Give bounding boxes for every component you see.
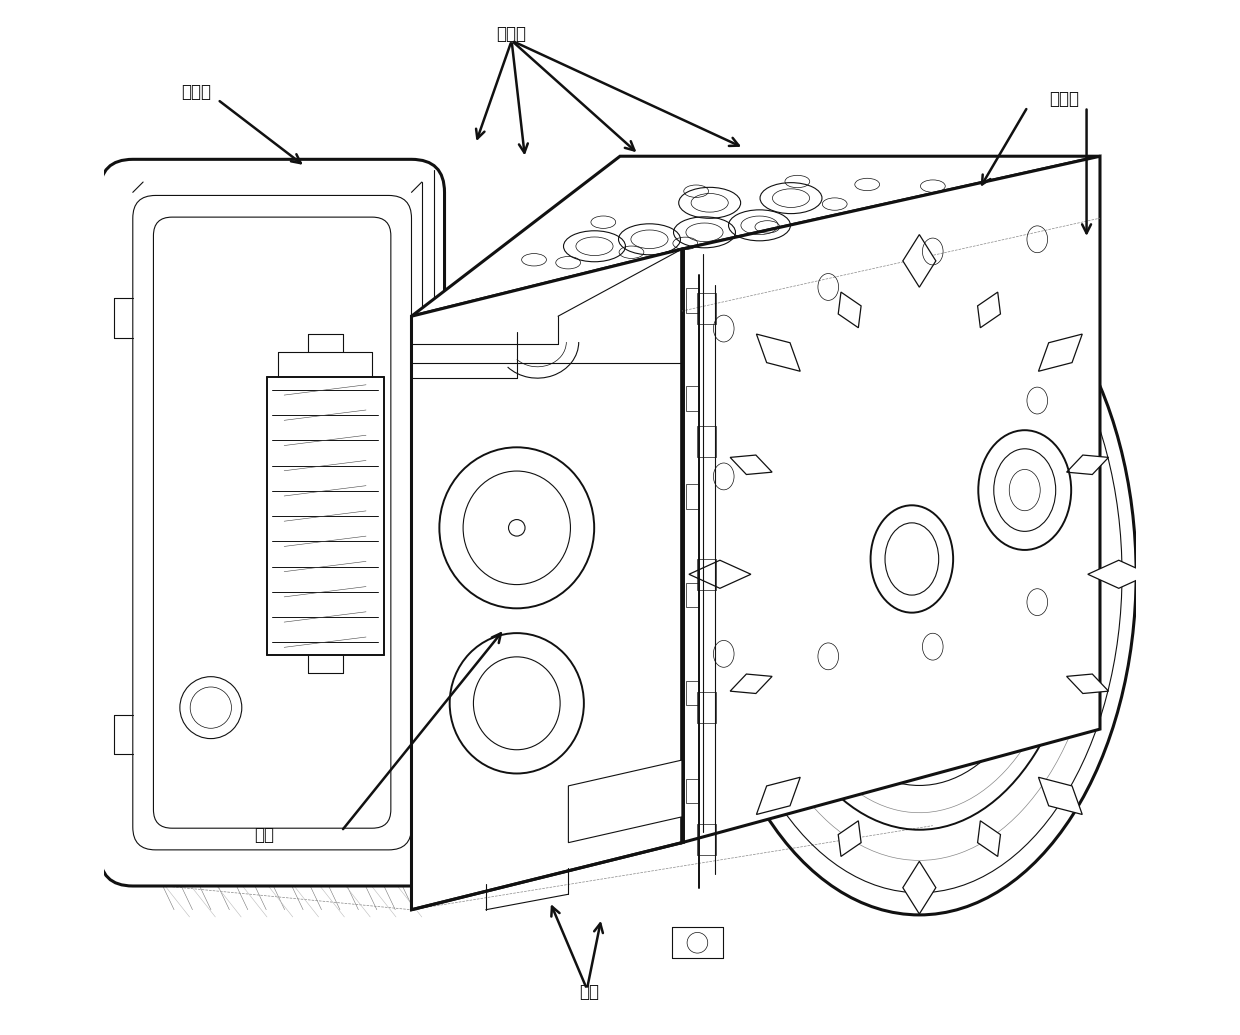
Text: 控制器: 控制器 — [181, 83, 211, 101]
Polygon shape — [682, 156, 1100, 842]
Bar — [697, 426, 715, 456]
Text: 电机: 电机 — [579, 983, 599, 1001]
Polygon shape — [689, 560, 751, 588]
Polygon shape — [1087, 560, 1149, 588]
Polygon shape — [1038, 334, 1083, 372]
Polygon shape — [977, 292, 1001, 328]
Bar — [697, 559, 715, 590]
Bar — [686, 484, 699, 509]
Bar — [686, 386, 699, 411]
Polygon shape — [903, 861, 936, 914]
Bar — [697, 293, 715, 324]
Polygon shape — [756, 777, 800, 815]
Polygon shape — [1066, 455, 1109, 474]
Text: 阀块: 阀块 — [254, 826, 274, 845]
Bar — [697, 825, 715, 856]
Bar — [686, 681, 699, 706]
Polygon shape — [903, 235, 936, 287]
Polygon shape — [977, 821, 1001, 856]
Text: 进油口: 进油口 — [1049, 90, 1079, 109]
Polygon shape — [1066, 674, 1109, 693]
Polygon shape — [1038, 777, 1083, 815]
Polygon shape — [412, 249, 682, 910]
Bar — [686, 289, 699, 314]
Polygon shape — [730, 455, 773, 474]
Bar — [686, 778, 699, 803]
Polygon shape — [412, 156, 1100, 317]
Bar — [697, 691, 715, 722]
Polygon shape — [568, 760, 682, 842]
Bar — [686, 583, 699, 608]
Polygon shape — [730, 674, 773, 693]
FancyBboxPatch shape — [99, 159, 444, 886]
Polygon shape — [838, 292, 861, 328]
Polygon shape — [838, 821, 861, 856]
Polygon shape — [756, 334, 800, 372]
Text: 出油口: 出油口 — [496, 26, 527, 43]
